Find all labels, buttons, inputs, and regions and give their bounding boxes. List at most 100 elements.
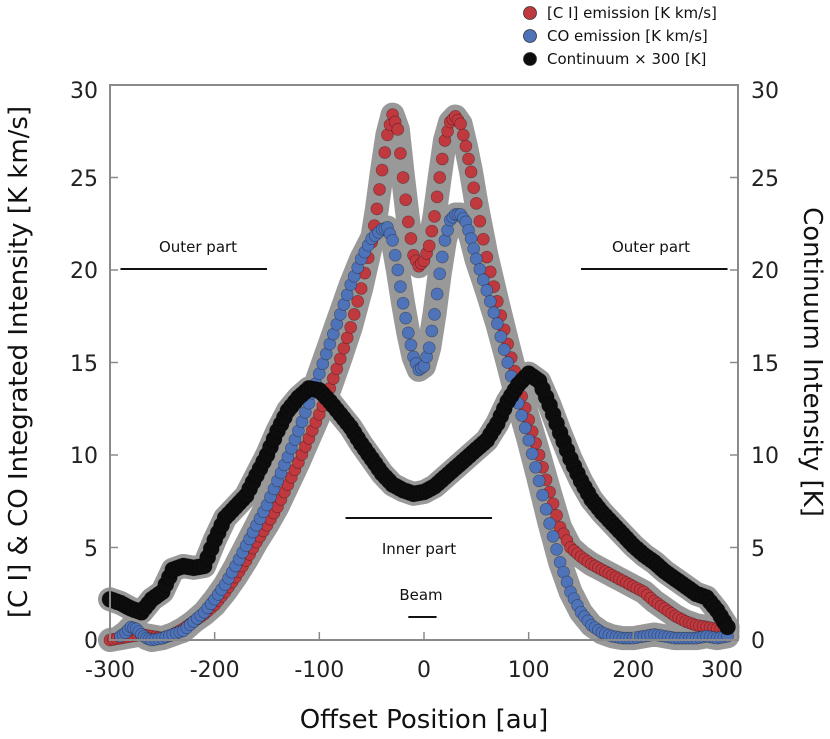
data-point <box>428 308 441 321</box>
data-point <box>430 287 444 301</box>
data-point <box>494 330 508 343</box>
data-point <box>719 618 736 636</box>
data-point <box>483 295 497 308</box>
inner-part-label: Inner part <box>382 540 456 558</box>
x-tick-label: 100 <box>508 658 550 683</box>
y2-axis-title: Continuum Intensity [K] <box>797 207 827 517</box>
y2-tick-label: 0 <box>751 629 765 654</box>
legend-marker-co <box>523 29 537 43</box>
data-point <box>539 502 553 516</box>
y-tick-labels-right: 0 5 10 15 20 25 30 <box>751 79 779 654</box>
data-point <box>433 267 447 281</box>
data-point <box>386 234 399 247</box>
data-point <box>529 460 542 474</box>
data-point <box>401 326 415 340</box>
outer-part-right-label: Outer part <box>612 238 690 256</box>
legend-label-ci: [C I] emission [K km/s] <box>547 4 717 22</box>
data-point <box>501 356 515 369</box>
legend-label-continuum: Continuum × 300 [K] <box>547 50 706 68</box>
data-point <box>546 530 560 543</box>
y-tick-label: 10 <box>70 444 98 469</box>
y-tick-label: 30 <box>70 79 98 104</box>
data-point <box>497 343 511 356</box>
data-point <box>422 239 436 253</box>
y-tick-label: 5 <box>84 537 98 562</box>
data-point <box>391 263 405 277</box>
data-point <box>396 296 410 310</box>
y2-tick-label: 15 <box>751 352 779 377</box>
data-point <box>467 181 481 195</box>
legend-marker-ci <box>523 6 537 20</box>
x-axis-title: Offset Position [au] <box>300 705 549 735</box>
data-point <box>422 341 436 355</box>
x-tick-label: 200 <box>612 658 654 683</box>
x-tick-label: -300 <box>85 658 135 683</box>
y2-tick-label: 20 <box>751 259 779 284</box>
data-point <box>401 215 415 229</box>
data-point <box>391 123 405 136</box>
data-point <box>425 224 439 238</box>
data-point <box>399 193 413 207</box>
data-point <box>399 311 413 325</box>
data-point <box>518 421 532 435</box>
y2-tick-label: 10 <box>751 444 779 469</box>
data-point <box>344 321 358 334</box>
data-point <box>456 128 470 142</box>
y2-tick-label: 25 <box>751 167 779 192</box>
data-point <box>476 232 490 246</box>
annotations: Outer part Outer part Inner part Beam <box>120 238 728 618</box>
y-tick-label: 0 <box>84 629 98 654</box>
data-point <box>370 202 384 216</box>
y-tick-label: 15 <box>70 352 98 377</box>
y-tick-label: 25 <box>70 167 98 192</box>
data-point <box>462 152 475 166</box>
data-point <box>543 517 556 530</box>
beam-label: Beam <box>399 586 442 604</box>
data-point <box>388 248 402 262</box>
y-tick-labels-left: 0 5 10 15 20 25 30 <box>70 79 98 654</box>
data-point <box>394 147 407 160</box>
data-point <box>435 152 449 166</box>
data-point <box>550 509 563 522</box>
data-point <box>525 447 539 461</box>
data-point <box>480 284 494 297</box>
data-point <box>347 308 361 321</box>
data-point <box>394 280 407 293</box>
data-point <box>433 171 447 184</box>
data-point <box>464 165 478 179</box>
x-tick-label: -100 <box>294 658 344 683</box>
data-point <box>490 317 504 330</box>
y-axis-title: [C I] & CO Integrated Intensity [K km/s] <box>4 106 34 618</box>
data-point <box>536 488 549 502</box>
data-point <box>469 197 483 210</box>
series-2 <box>101 365 736 636</box>
data-point <box>337 341 351 355</box>
data-point <box>480 250 494 264</box>
y2-tick-label: 30 <box>751 79 779 104</box>
data-point <box>522 433 536 447</box>
data-point <box>487 306 501 319</box>
data-point <box>459 139 473 153</box>
data-point <box>396 171 410 184</box>
data-point <box>428 210 441 223</box>
y-tick-label: 20 <box>70 259 98 284</box>
data-point <box>550 543 563 556</box>
data-point <box>375 163 389 177</box>
data-point <box>532 474 546 488</box>
x-tick-label: 0 <box>417 658 431 683</box>
y2-tick-label: 5 <box>751 537 765 562</box>
data-point <box>515 409 529 422</box>
legend: [C I] emission [K km/s] CO emission [K k… <box>523 4 717 68</box>
data-point <box>454 117 467 131</box>
data-point <box>404 338 418 352</box>
data-point <box>425 324 439 338</box>
data-point <box>430 190 444 204</box>
ticks-layer <box>109 84 739 641</box>
data-point <box>351 295 365 308</box>
data-point <box>435 250 449 264</box>
x-tick-label: 300 <box>701 658 743 683</box>
data-point <box>378 146 392 159</box>
x-tick-labels: -300 -200 -100 0 100 200 300 <box>85 658 743 683</box>
data-point <box>373 183 386 196</box>
